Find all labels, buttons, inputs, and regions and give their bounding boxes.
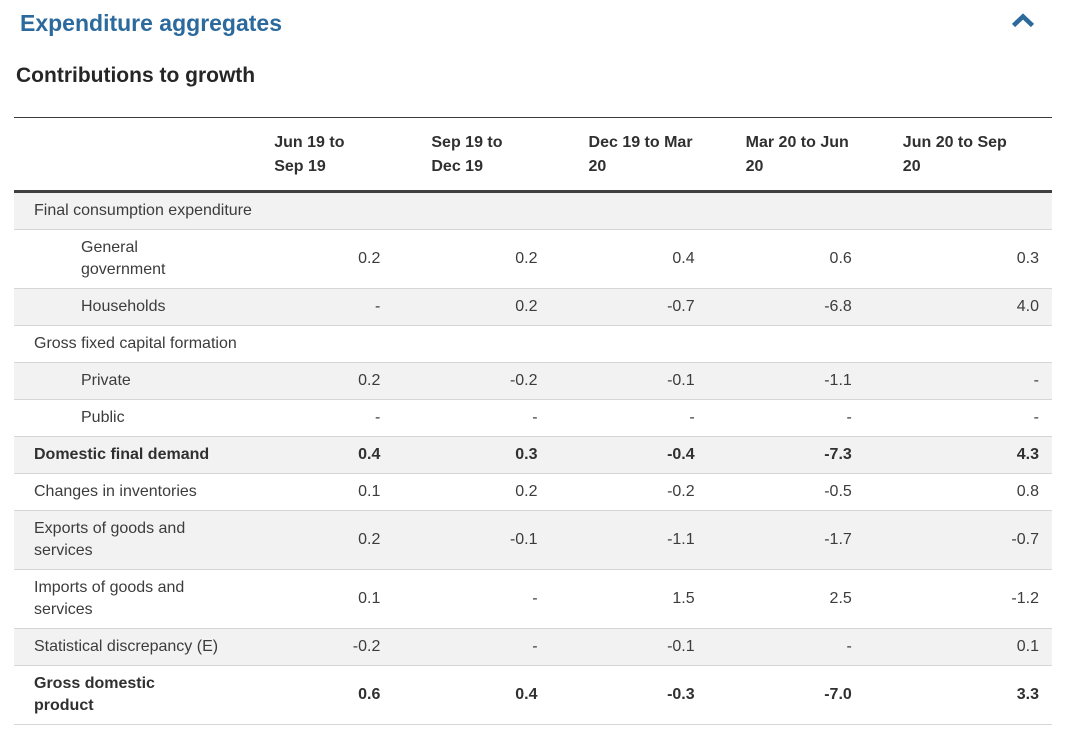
chevron-up-icon [1010,13,1036,32]
cell-value: -7.0 [824,686,852,703]
cell-value: -0.2 [667,483,695,500]
table-row: Public - - - - - [14,400,1052,437]
contributions-to-growth-table: Jun 19 to Sep 19 Sep 19 to Dec 19 Dec 19… [14,117,1052,725]
cell-value: 0.4 [672,250,695,267]
row-label: Gross fixed capital formation [34,335,237,352]
cell-value: 4.0 [1016,298,1039,315]
label-column-header [14,117,267,193]
accordion-header[interactable]: Expenditure aggregates [14,8,1052,38]
cell-value: - [846,409,852,426]
table-row: Households - 0.2 -0.7 -6.8 4.0 [14,288,1052,326]
cell-value: 3.3 [1016,686,1039,703]
table-row: Private 0.2 -0.2 -0.1 -1.1 - [14,362,1052,400]
cell-value: 0.2 [358,531,381,548]
period-header: Sep 19 to Dec 19 [423,117,581,193]
cell-value: - [689,409,695,426]
cell-value: - [846,638,852,655]
cell-value: 0.1 [358,483,381,500]
cell-value: -1.2 [1011,590,1039,607]
cell-value: 0.1 [1016,638,1039,655]
cell-value: - [375,409,381,426]
cell-value: 0.2 [515,250,538,267]
period-header: Dec 19 to Mar 20 [580,117,738,193]
table-row: Changes in inventories 0.1 0.2 -0.2 -0.5… [14,474,1052,511]
period-header-row: Jun 19 to Sep 19 Sep 19 to Dec 19 Dec 19… [14,117,1052,193]
cell-value: -0.4 [667,446,695,463]
cell-value: -1.1 [667,531,695,548]
period-header: Jun 20 to Sep 20 [894,117,1052,193]
table-header: Jun 19 to Sep 19 Sep 19 to Dec 19 Dec 19… [14,117,1052,193]
cell-value: - [532,638,538,655]
cell-value: -0.3 [667,686,695,703]
cell-value: 0.2 [515,298,538,315]
cell-value: 0.6 [358,686,381,703]
cell-value: 0.2 [358,372,381,389]
row-label: Statistical discrepancy (E) [34,638,219,655]
table-row-total: Gross domestic product 0.6 0.4 -0.3 -7.0… [14,666,1052,725]
cell-value: 0.3 [515,446,538,463]
cell-value: 2.5 [829,590,852,607]
cell-value: -0.5 [824,483,852,500]
table-row-section: Gross fixed capital formation [14,326,1052,363]
cell-value: 0.4 [515,686,538,703]
row-label: Exports of goods and services [34,520,186,559]
cell-value: -0.1 [509,531,538,548]
cell-value: 0.8 [1016,483,1039,500]
cell-value: 4.3 [1016,446,1039,463]
cell-value: - [375,298,381,315]
row-label: Changes in inventories [34,483,197,500]
row-label: Imports of goods and services [34,579,185,618]
table-body: Final consumption expenditure General go… [14,191,1052,725]
cell-value: -1.1 [824,372,852,389]
cell-value: - [1033,409,1039,426]
cell-value: -0.1 [667,638,695,655]
section-title: Expenditure aggregates [20,10,283,36]
cell-value: 0.2 [515,483,538,500]
table-title: Contributions to growth [16,64,256,87]
row-label: Households [81,298,166,315]
table-row: Exports of goods and services 0.2 -0.1 -… [14,510,1052,570]
period-header: Mar 20 to Jun 20 [737,117,895,193]
table-row-total: Domestic final demand 0.4 0.3 -0.4 -7.3 … [14,436,1052,474]
cell-value: - [1033,372,1039,389]
cell-value: 0.2 [358,250,381,267]
cell-value: 0.1 [358,590,381,607]
row-label: Domestic final demand [34,446,210,463]
cell-value: 1.5 [672,590,695,607]
table-row: General government 0.2 0.2 0.4 0.6 0.3 [14,230,1052,289]
cell-value: -6.8 [824,298,852,315]
cell-value: - [532,590,538,607]
row-label: Public [81,409,125,426]
cell-value: -0.7 [667,298,695,315]
cell-value: -0.7 [1011,531,1039,548]
cell-value: - [532,409,538,426]
cell-value: -1.7 [824,531,852,548]
table-row: Imports of goods and services 0.1 - 1.5 … [14,570,1052,629]
table-row-section: Final consumption expenditure [14,191,1052,230]
cell-value: -0.2 [352,638,381,655]
row-label: Final consumption expenditure [34,202,252,219]
row-label: Gross domestic product [34,675,155,714]
cell-value: -0.2 [509,372,538,389]
cell-value: 0.6 [829,250,852,267]
table-row: Statistical discrepancy (E) -0.2 - -0.1 … [14,628,1052,666]
cell-value: -7.3 [824,446,852,463]
cell-value: 0.3 [1016,250,1039,267]
cell-value: -0.1 [667,372,695,389]
cell-value: 0.4 [358,446,381,463]
period-header: Jun 19 to Sep 19 [266,117,424,193]
row-label: Private [81,372,131,389]
collapse-section-button[interactable] [1010,8,1052,32]
row-label: General government [81,239,166,278]
